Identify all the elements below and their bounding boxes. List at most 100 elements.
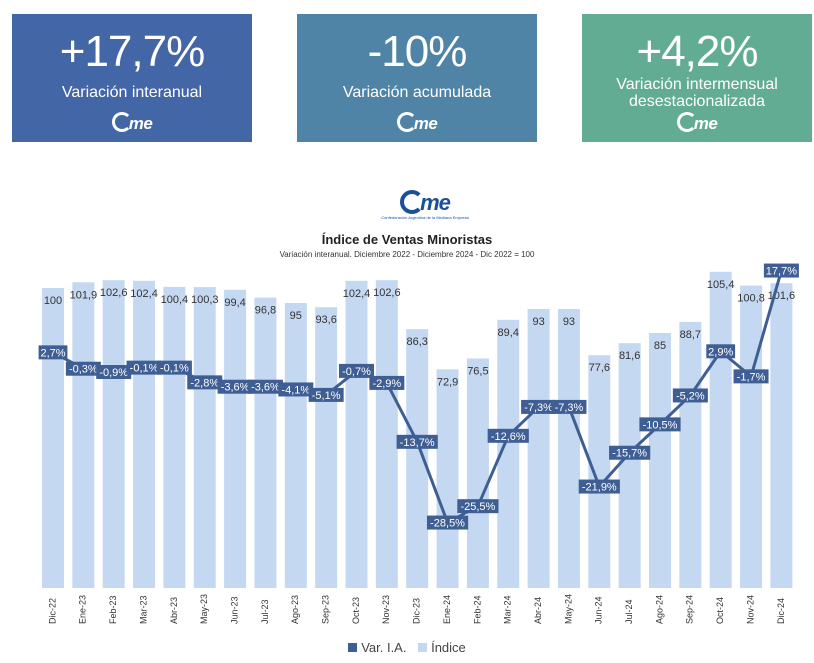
bar-Jul-24 (618, 343, 641, 588)
bar-Ago-23 (284, 303, 307, 588)
x-tick-label: Sep-24 (685, 595, 695, 624)
bar-value-label: 101,9 (70, 289, 98, 301)
x-tick-label: Ene-24 (442, 595, 452, 624)
x-tick-label: Abr-23 (169, 597, 179, 624)
bar-value-label: 76,5 (467, 366, 488, 378)
line-label-bg (609, 445, 651, 460)
line-value-label: -21,9% (582, 482, 617, 494)
chart-legend: Var. I.A. Índice (0, 640, 814, 655)
bar-Ene-23 (72, 282, 95, 588)
x-tick-label: Dic-23 (412, 598, 422, 624)
line-value-label: -7,3% (524, 402, 553, 414)
x-tick-label: Dic-22 (47, 598, 57, 624)
line-label-bg (551, 399, 587, 414)
came-logo-icon: me (297, 112, 537, 134)
line-value-label: -5,2% (676, 390, 705, 402)
bar-value-label: 102,6 (373, 287, 401, 299)
x-tick-label: Jul-24 (624, 599, 634, 624)
line-value-label: -2,8% (190, 377, 219, 389)
bar-value-label: 95 (290, 310, 302, 322)
bar-Jun-23 (224, 289, 247, 588)
line-label-bg (187, 375, 223, 390)
legend-item-bar: Índice (418, 640, 466, 655)
line-value-label: -28,5% (430, 518, 465, 530)
line-value-label: -4,1% (281, 384, 310, 396)
bar-Mar-24 (497, 319, 520, 588)
bar-value-label: 105,4 (707, 279, 735, 291)
bar-value-label: 88,7 (680, 329, 701, 341)
line-label-bg (247, 379, 283, 394)
bar-Jul-23 (254, 297, 277, 588)
line-label-bg (733, 369, 769, 384)
bar-value-label: 102,4 (130, 288, 158, 300)
came-logo-icon: me (12, 112, 252, 134)
line-label-bg (521, 399, 557, 414)
bar-Mar-23 (133, 280, 156, 588)
line-label-bg (672, 388, 708, 403)
line-value-label: -7,3% (555, 402, 584, 414)
kpi-label: Variación acumulada (342, 84, 492, 101)
x-tick-label: Feb-23 (108, 595, 118, 624)
x-tick-label: Mar-23 (138, 595, 148, 624)
line-label-bg (278, 382, 314, 397)
bar-value-label: 96,8 (255, 305, 276, 317)
bar-value-label: 89,4 (498, 327, 519, 339)
legend-swatch (348, 643, 358, 652)
bar-Feb-23 (102, 280, 125, 588)
x-tick-label: Oct-23 (351, 597, 361, 624)
bar-value-label: 93,6 (315, 314, 336, 326)
line-label-bg (426, 515, 469, 530)
line-label-bg (706, 344, 736, 359)
bar-Dic-23 (406, 329, 429, 588)
bar-Ene-24 (436, 369, 459, 588)
kpi-card-accumulated: -10% Variación acumulada me (297, 14, 537, 142)
legend-item-line: Var. I.A. (348, 640, 406, 655)
bar-value-label: 100 (44, 295, 62, 307)
x-tick-label: Jun-24 (594, 596, 604, 624)
line-value-label: 2,7% (40, 347, 65, 359)
line-value-label: -2,9% (372, 378, 401, 390)
line-value-label: -0,9% (99, 367, 128, 379)
bar-Nov-23 (375, 280, 398, 588)
bar-Abr-24 (527, 309, 550, 588)
bar-Ago-24 (649, 333, 671, 588)
line-value-label: -13,7% (400, 437, 435, 449)
line-value-label: -3,6% (221, 382, 250, 394)
x-tick-label: Ago-24 (654, 595, 664, 624)
kpi-label: Variación interanual (61, 84, 203, 101)
x-tick-label: Nov-23 (381, 595, 391, 624)
line-value-label: 2,9% (708, 346, 733, 358)
bar-value-label: 99,4 (224, 297, 245, 309)
bar-value-label: 100,3 (191, 294, 219, 306)
bar-Dic-24 (770, 283, 793, 588)
line-label-bg (65, 361, 101, 376)
came-logo-icon: me (380, 190, 470, 215)
bar-value-label: 72,9 (437, 376, 458, 388)
line-value-label: -5,1% (312, 390, 341, 402)
bar-Sep-23 (315, 307, 338, 588)
line-label-bg (38, 345, 68, 360)
line-label-bg (156, 360, 192, 375)
x-tick-label: May-24 (563, 594, 573, 624)
x-tick-label: Ene-23 (78, 595, 88, 624)
x-tick-label: Jun-23 (229, 596, 239, 624)
bar-value-label: 100,4 (161, 294, 189, 306)
line-label-bg (96, 365, 132, 379)
bar-value-label: 102,4 (343, 288, 371, 300)
line-value-label: -0,3% (69, 364, 98, 376)
line-value-label: -10,5% (643, 419, 678, 431)
line-value-label: -0,1% (160, 363, 189, 375)
line-label-bg (763, 263, 799, 278)
chart-subtitle: Variación interanual. Diciembre 2022 - D… (279, 250, 535, 259)
line-value-label: -1,7% (737, 371, 766, 383)
bar-Feb-24 (466, 358, 489, 588)
bar-value-label: 86,3 (406, 336, 427, 348)
x-tick-label: Nov-24 (745, 595, 755, 624)
line-label-bg (126, 360, 162, 375)
x-tick-label: Mar-24 (503, 595, 513, 624)
kpi-value: -10% (367, 27, 468, 76)
line-label-bg (217, 379, 253, 394)
bar-Jun-24 (588, 355, 611, 588)
kpi-card-interannual: +17,7% Variación interanual me (12, 14, 252, 142)
